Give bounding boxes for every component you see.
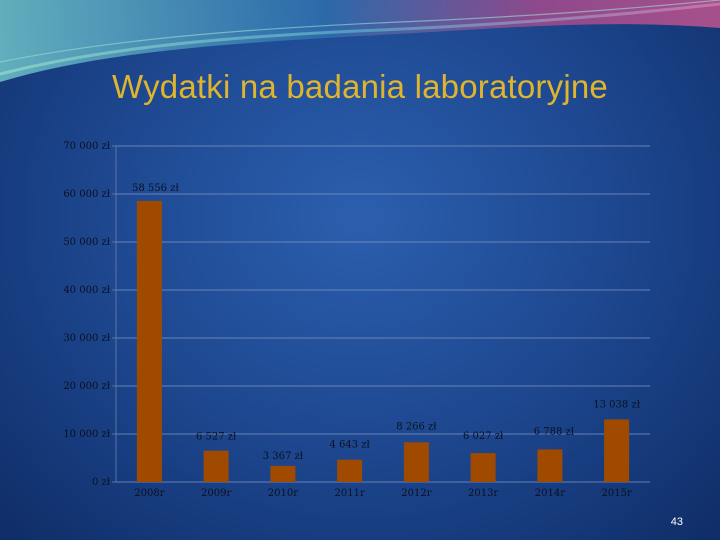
y-tick-label: 70 000 zł <box>63 141 110 152</box>
x-tick-label: 2008r <box>134 488 164 499</box>
chart-bars <box>136 200 630 482</box>
chart-value-labels: 58 556 zł 6 527 zł 3 367 zł 4 643 zł 8 266 z… <box>132 183 641 462</box>
y-tick-label: 20 000 zł <box>63 381 110 392</box>
header-swoosh-decoration <box>0 0 720 82</box>
page-title: Wydatki na badania laboratoryjne <box>112 68 608 105</box>
bar-2014r <box>537 449 563 482</box>
y-tick-label: 40 000 zł <box>63 285 110 296</box>
y-tick-label: 10 000 zł <box>63 429 110 440</box>
value-label: 4 643 zł <box>329 440 370 451</box>
x-tick-label: 2010r <box>268 488 298 499</box>
x-tick-label: 2011r <box>335 488 365 499</box>
page-number: 43 <box>670 516 683 528</box>
bar-2010r <box>270 465 296 482</box>
y-tick-label: 50 000 zł <box>63 237 110 248</box>
chart-x-axis: 2008r 2009r 2010r 2011r 2012r 2013r 2014r 2015r <box>134 488 632 499</box>
bar-2011r <box>337 459 363 482</box>
x-tick-label: 2012r <box>401 488 431 499</box>
value-label: 6 027 zł <box>463 431 504 442</box>
bar-2013r <box>470 453 496 482</box>
chart-y-axis: 0 zł 10 000 zł 20 000 zł 30 000 zł 40 000 zł… <box>63 141 117 488</box>
y-tick-label: 60 000 zł <box>63 189 110 200</box>
bar-2009r <box>203 450 229 482</box>
bar-2012r <box>403 442 429 482</box>
value-label: 3 367 zł <box>263 451 304 462</box>
x-tick-label: 2009r <box>201 488 231 499</box>
chart-gridlines <box>116 145 650 483</box>
y-tick-label: 30 000 zł <box>63 333 110 344</box>
value-label: 6 527 zł <box>196 432 237 443</box>
y-tick-label: 0 zł <box>92 477 111 488</box>
x-tick-label: 2014r <box>535 488 565 499</box>
x-tick-label: 2015r <box>602 488 632 499</box>
x-tick-label: 2013r <box>468 488 498 499</box>
bar-2008r <box>136 200 162 482</box>
value-label: 8 266 zł <box>396 421 437 432</box>
bar-2015r <box>604 419 630 482</box>
value-label: 58 556 zł <box>132 183 179 194</box>
value-label: 13 038 zł <box>593 399 640 410</box>
value-label: 6 788 zł <box>534 426 575 437</box>
